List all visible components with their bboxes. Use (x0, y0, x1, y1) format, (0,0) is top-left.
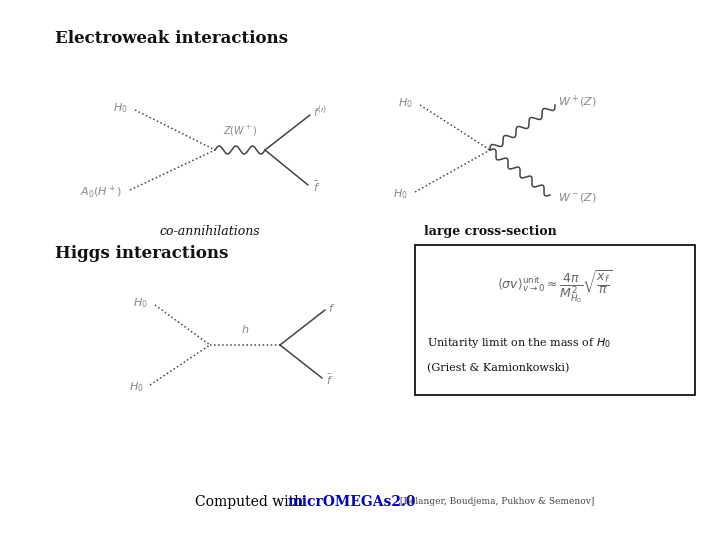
Text: $Z(W^+)$: $Z(W^+)$ (222, 124, 257, 138)
Bar (415, 245, 695, 395)
Text: (Griest & Kamionkowski): (Griest & Kamionkowski) (427, 363, 570, 373)
Text: $\bar{f}$: $\bar{f}$ (313, 180, 320, 194)
Text: large cross-section: large cross-section (423, 225, 557, 238)
Text: Unitarity limit on the mass of $H_0$: Unitarity limit on the mass of $H_0$ (427, 335, 611, 349)
Text: $h$: $h$ (241, 323, 249, 335)
Text: co-annihilations: co-annihilations (160, 225, 261, 238)
Text: $H_0$: $H_0$ (130, 380, 144, 394)
Text: $H_0$: $H_0$ (393, 187, 408, 201)
Text: $A_0(H^+)$: $A_0(H^+)$ (80, 184, 122, 200)
Text: $W^-(Z)$: $W^-(Z)$ (558, 191, 597, 204)
Text: Electroweak interactions: Electroweak interactions (55, 30, 288, 47)
Text: $\bar{f}$: $\bar{f}$ (326, 373, 333, 387)
Text: [Belanger, Boudjema, Pukhov & Semenov]: [Belanger, Boudjema, Pukhov & Semenov] (397, 497, 595, 507)
Text: Computed with: Computed with (195, 495, 307, 509)
Text: $\langle\sigma v\rangle^{\mathrm{unit}}_{v\to 0} \approx \dfrac{4\pi}{M^2_{H_0}}: $\langle\sigma v\rangle^{\mathrm{unit}}_… (497, 268, 613, 306)
Text: $H_0$: $H_0$ (398, 96, 413, 110)
Text: micrOMEGAs2.0: micrOMEGAs2.0 (288, 495, 416, 509)
Text: Higgs interactions: Higgs interactions (55, 245, 228, 262)
Text: $f$: $f$ (328, 302, 336, 314)
Text: $W^+(Z)$: $W^+(Z)$ (558, 94, 597, 110)
Text: $f^{(\prime)}$: $f^{(\prime)}$ (313, 104, 327, 120)
Text: $H_0$: $H_0$ (113, 101, 128, 115)
Text: $H_0$: $H_0$ (133, 296, 148, 310)
